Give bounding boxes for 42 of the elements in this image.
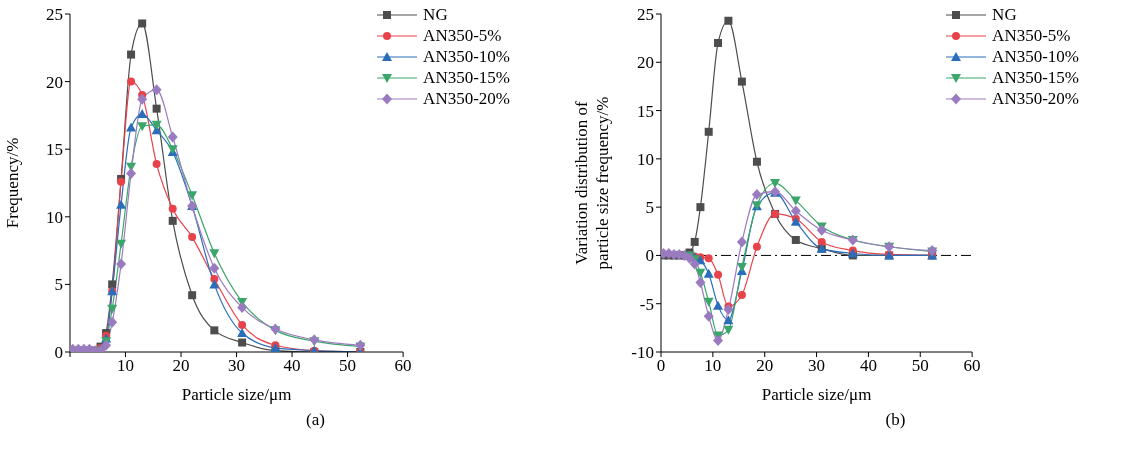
legend-label: AN350-5% [423,25,502,46]
legend-label: AN350-5% [992,25,1071,46]
y-tick-label: 0 [645,246,654,266]
y-axis-title: Variation distribution of particle size frequency/% [572,96,612,270]
y-tick-label: 25 [637,5,654,25]
legend-label: NG [423,4,448,25]
x-tick-label: 10 [117,356,135,376]
y-tick-label: -10 [631,343,654,363]
x-tick-label: 60 [963,356,981,376]
legend-label: AN350-15% [992,67,1079,88]
x-axis-title: Particle size/μm [181,385,292,404]
x-tick-label: 40 [283,356,301,376]
legend-label: AN350-10% [423,46,510,67]
y-tick-label: 0 [54,343,63,363]
x-axis-title: Particle size/μm [761,385,872,404]
y-tick-label: 25 [46,5,63,25]
legend-label: NG [992,4,1017,25]
x-tick-label: 20 [172,356,190,376]
legend-label: AN350-10% [992,46,1079,67]
y-tick-label: 20 [46,72,63,92]
y-tick-label: 5 [54,275,63,295]
x-tick-label: 30 [228,356,246,376]
text: (a) [305,410,326,430]
x-tick-label: 10 [704,356,722,376]
y-axis-title: Frequency/% [3,137,22,229]
legend-label: AN350-20% [423,88,510,109]
y-tick-label: 5 [645,198,654,218]
y-tick-label: 10 [637,149,654,169]
x-tick-label: 50 [339,356,357,376]
legend-label: AN350-20% [992,88,1079,109]
x-tick-label: 40 [859,356,877,376]
y-tick-label: 15 [46,140,63,160]
y-tick-label: 10 [46,207,63,227]
legend-label: AN350-15% [423,67,510,88]
y-tick-label: 20 [637,53,654,73]
x-tick-label: 20 [756,356,774,376]
y-tick-label: 15 [637,101,654,121]
x-tick-label: 60 [394,356,412,376]
y-tick-label: -5 [639,294,654,314]
x-tick-label: 30 [808,356,826,376]
x-tick-label: 50 [911,356,929,376]
text: (b) [884,410,907,430]
